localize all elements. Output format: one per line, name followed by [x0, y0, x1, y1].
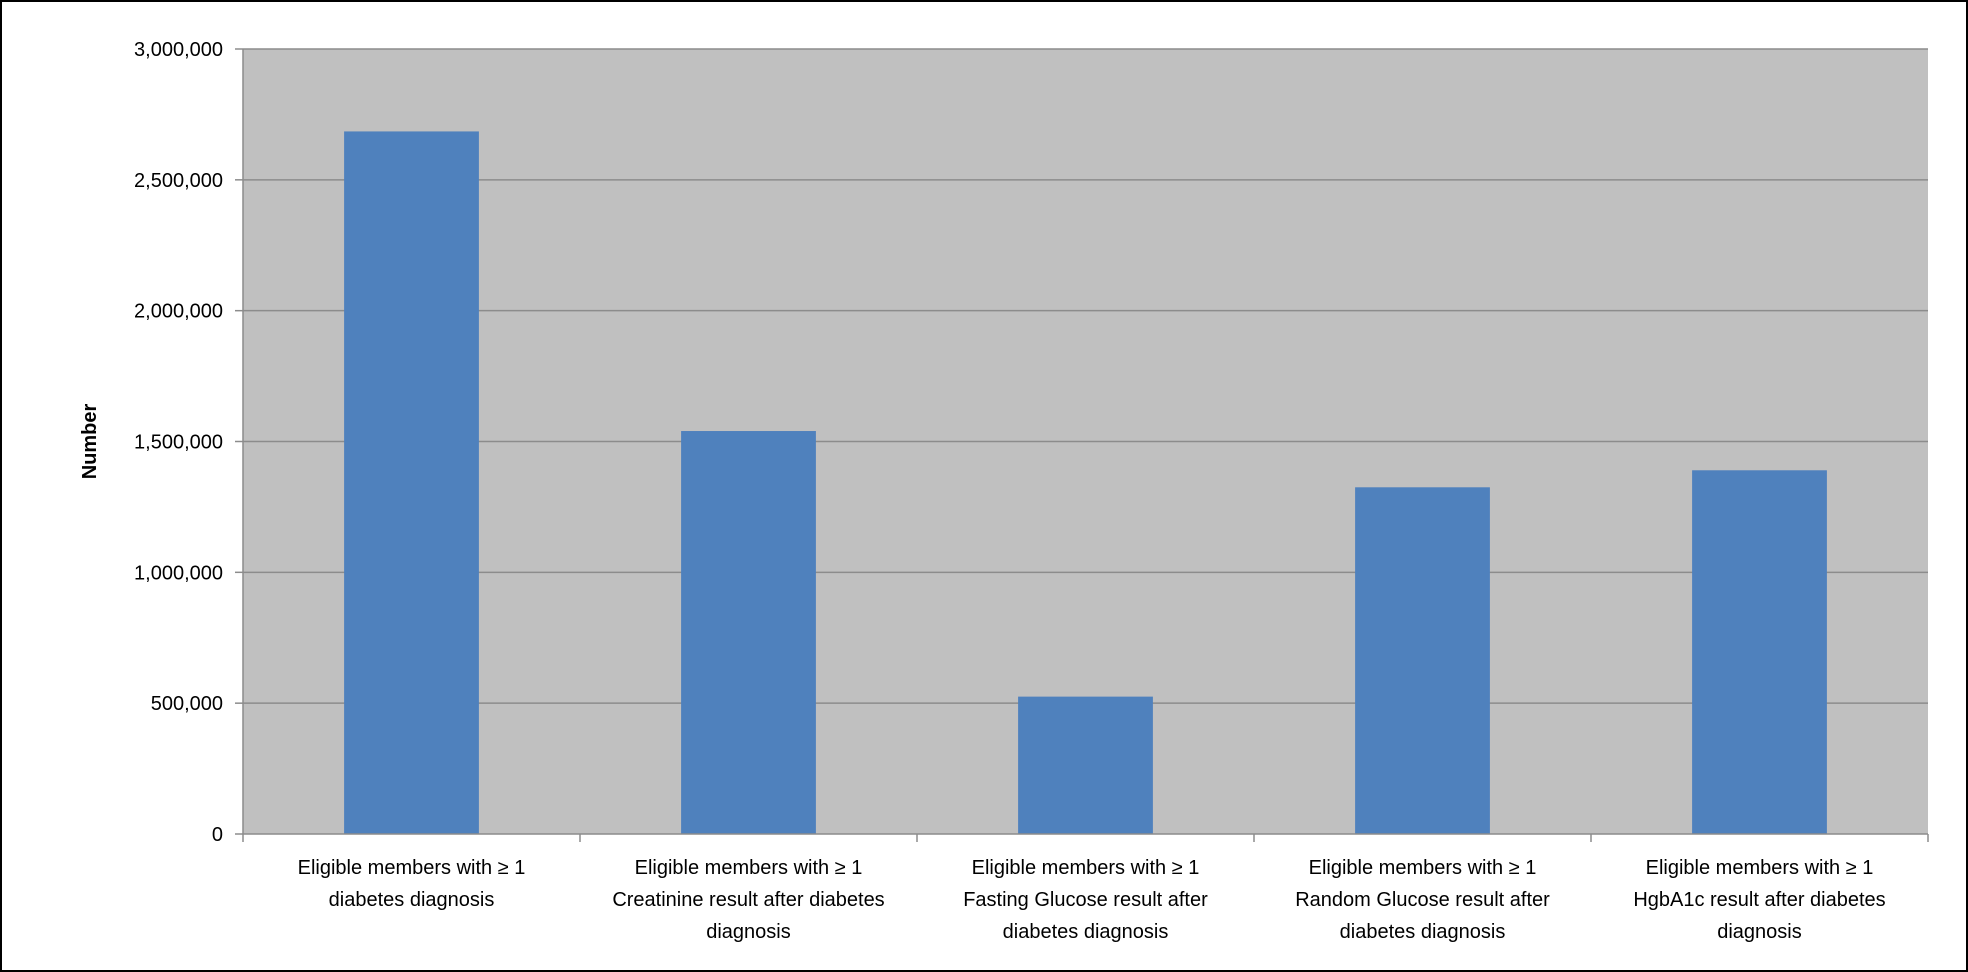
y-tick-label: 500,000 [151, 693, 223, 715]
category-label: Eligible members with ≥ 1 HgbA1c result a… [1633, 857, 1885, 943]
y-axis-title: Number [79, 404, 101, 480]
y-tick-label: 1,000,000 [134, 562, 223, 584]
category-label-line: Creatinine result after diabetes [612, 889, 884, 911]
bar [681, 431, 816, 834]
category-label-line: diabetes diagnosis [1003, 921, 1169, 943]
y-tick-label: 0 [212, 824, 223, 846]
category-label: Eligible members with ≥ 1 Creatinine resu… [612, 857, 884, 943]
bar [1692, 470, 1827, 834]
category-label-line: Eligible members with ≥ 1 [972, 857, 1200, 879]
category-label-line: Eligible members with ≥ 1 [1309, 857, 1537, 879]
y-tick-label: 1,500,000 [134, 432, 223, 454]
category-label-line: diabetes diagnosis [329, 889, 495, 911]
x-category-labels: Eligible members with ≥ 1 diabetes diagno… [298, 857, 1886, 943]
category-label-line: Eligible members with ≥ 1 [1646, 857, 1874, 879]
category-label-line: Random Glucose result after [1295, 889, 1550, 911]
bar [1355, 487, 1490, 834]
category-label-line: Fasting Glucose result after [963, 889, 1208, 911]
bars [344, 131, 1827, 835]
category-label: Eligible members with ≥ 1 Fasting Glucose… [963, 857, 1208, 943]
y-tick-labels: 0 500,000 1,000,000 1,500,000 2,000,000 2,500… [134, 39, 223, 846]
category-label-line: HgbA1c result after diabetes [1633, 889, 1885, 911]
category-label-line: diabetes diagnosis [1340, 921, 1506, 943]
y-tick-label: 3,000,000 [134, 39, 223, 61]
bar [1018, 696, 1153, 834]
gridlines [243, 48, 1928, 704]
category-label-line: diagnosis [1717, 921, 1802, 943]
y-tick-label: 2,000,000 [134, 301, 223, 323]
y-tick-label: 2,500,000 [134, 170, 223, 192]
bar [344, 131, 479, 835]
category-label-line: diagnosis [706, 921, 791, 943]
category-label-line: Eligible members with ≥ 1 [298, 857, 526, 879]
category-label-line: Eligible members with ≥ 1 [635, 857, 863, 879]
axes [235, 48, 1929, 842]
category-label: Eligible members with ≥ 1 diabetes diagno… [298, 857, 526, 911]
category-label: Eligible members with ≥ 1 Random Glucose … [1295, 857, 1550, 943]
